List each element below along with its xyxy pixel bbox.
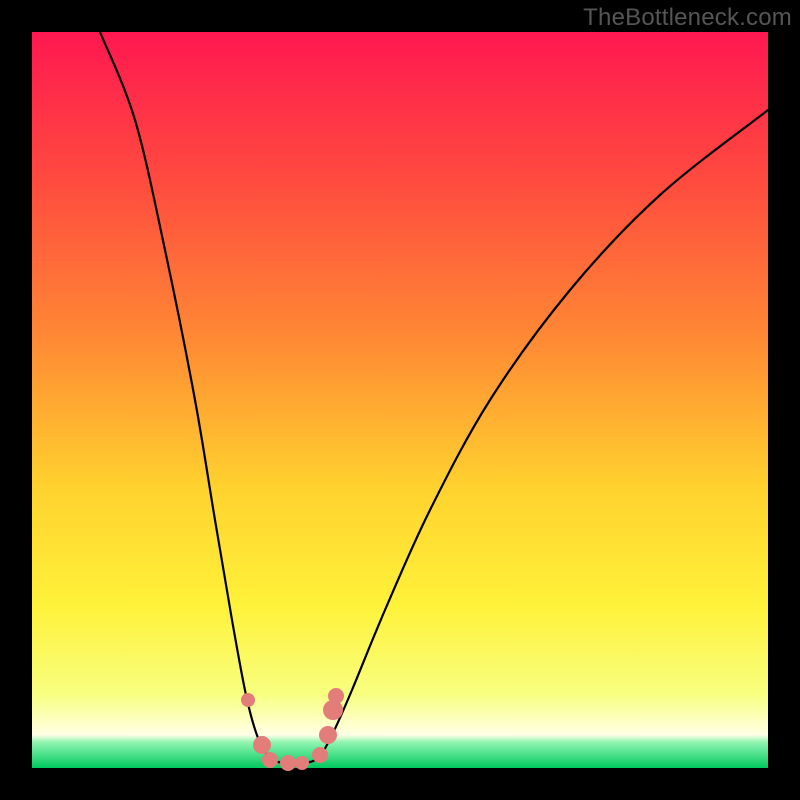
- sample-dots: [241, 688, 344, 771]
- sample-dot: [312, 747, 328, 763]
- sample-dot: [241, 693, 255, 707]
- sample-dot: [262, 752, 278, 768]
- sample-dot: [280, 755, 296, 771]
- sample-dot: [328, 688, 344, 704]
- bottleneck-curve: [100, 32, 768, 764]
- sample-dot: [253, 736, 271, 754]
- watermark-text: TheBottleneck.com: [583, 4, 792, 32]
- sample-dot: [319, 726, 337, 744]
- curve-overlay: [0, 0, 800, 800]
- chart-canvas: TheBottleneck.com: [0, 0, 800, 800]
- sample-dot: [295, 756, 309, 770]
